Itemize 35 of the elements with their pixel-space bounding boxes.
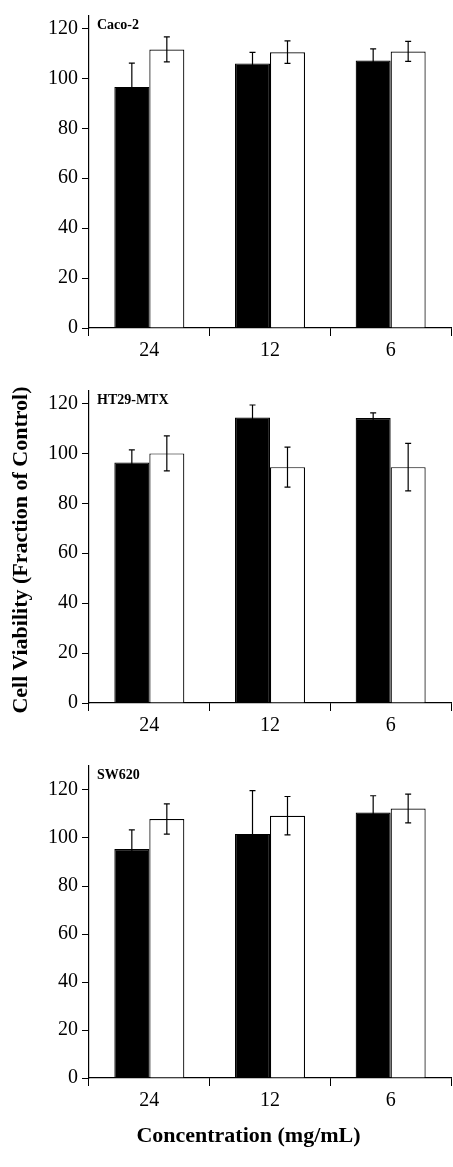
y-tick-label: 120	[48, 15, 78, 38]
x-tick-label: 12	[260, 338, 280, 361]
x-tick-label: 12	[260, 1088, 280, 1111]
x-axis-title: Concentration (mg/mL)	[135, 1122, 362, 1148]
y-tick-label: 60	[58, 540, 78, 563]
y-tick-label: 0	[68, 1065, 78, 1088]
y-axis-title: Cell Viability (Fraction of Control)	[7, 386, 33, 714]
y-tick-label: 0	[68, 315, 78, 338]
y-tick-label: 40	[58, 215, 78, 238]
y-tick-label: 80	[58, 115, 78, 138]
y-tick-label: 80	[58, 490, 78, 513]
x-tick-label: 24	[139, 1088, 160, 1111]
chart-title: Caco-2	[97, 16, 139, 32]
x-tick-label: 6	[385, 338, 396, 361]
x-tick-label: 24	[139, 713, 160, 736]
y-tick-label: 0	[68, 690, 78, 713]
y-tick-label: 100	[48, 440, 78, 463]
x-tick-label: 6	[385, 713, 396, 736]
y-tick-label: 60	[58, 921, 78, 944]
y-tick-label: 100	[48, 825, 78, 848]
y-tick-label: 100	[48, 65, 78, 88]
y-tick-label: 120	[48, 777, 78, 800]
y-tick-label: 20	[58, 1017, 78, 1040]
y-tick-label: 20	[58, 640, 78, 663]
y-tick-label: 60	[58, 165, 78, 188]
chart-title: HT29-MTX	[97, 391, 169, 407]
x-tick-label: 24	[139, 338, 160, 361]
y-tick-label: 20	[58, 265, 78, 288]
x-tick-label: 12	[260, 713, 280, 736]
y-tick-label: 120	[48, 390, 78, 413]
y-tick-label: 80	[58, 873, 78, 896]
chart-title: SW620	[97, 766, 140, 782]
x-tick-label: 6	[385, 1088, 396, 1111]
y-tick-label: 40	[58, 590, 78, 613]
y-tick-label: 40	[58, 969, 78, 992]
